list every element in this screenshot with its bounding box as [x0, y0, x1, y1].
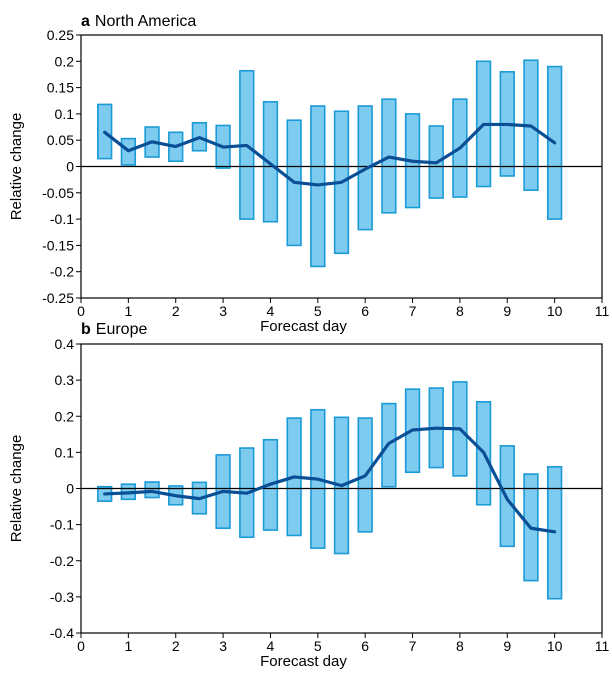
x-tick-label: 5: [314, 638, 322, 654]
y-tick-label: 0.2: [55, 53, 75, 69]
mean-change-line: [103, 426, 557, 534]
chart-panel-a: a North America 0 1 2 3 4 5 6 7 8 9 10 11 -0.25 -0.2 -0.…: [8, 13, 609, 335]
x-tick-label: 10: [547, 303, 563, 319]
x-tick-label: 6: [361, 303, 369, 319]
panel-letter: a: [81, 13, 90, 30]
y-tick-label: 0.25: [47, 27, 74, 43]
panel-title: a North America: [81, 13, 196, 30]
y-tick-label: -0.1: [50, 517, 74, 533]
x-tick-label: 9: [503, 638, 511, 654]
range-bars: [97, 381, 563, 600]
range-bar: [262, 101, 279, 223]
y-axis-title: Relative change: [8, 113, 25, 221]
x-tick-label: 7: [409, 303, 417, 319]
x-tick-label: 4: [267, 638, 275, 654]
x-tick-label: 5: [314, 303, 322, 319]
x-tick-label: 1: [124, 638, 132, 654]
x-tick-label: 6: [361, 638, 369, 654]
x-tick-label: 0: [77, 303, 85, 319]
y-axis-title: Relative change: [8, 435, 25, 543]
x-tick-label: 3: [219, 303, 227, 319]
chart-panel-b: b Europe 0 1 2 3 4 5 6 7 8 9 10 11 -0.4 -0.3 -0.2 -0.1 0 0.…: [8, 321, 609, 670]
y-tick-label: 0.1: [55, 106, 75, 122]
x-tick-label: 4: [267, 303, 275, 319]
y-tick-label: 0.3: [55, 372, 75, 388]
range-bar: [144, 481, 160, 499]
x-tick-label: 2: [172, 638, 180, 654]
x-tick-label: 7: [409, 638, 417, 654]
y-tick-label: -0.1: [50, 211, 74, 227]
x-tick-label: 9: [503, 303, 511, 319]
y-tick-label: 0: [66, 159, 74, 175]
x-tick-label: 11: [595, 303, 610, 319]
y-tick-label: -0.25: [42, 290, 74, 306]
y-tick-label: 0.05: [47, 132, 74, 148]
y-tick-label: 0.1: [55, 444, 75, 460]
y-tick-label: 0.4: [55, 336, 75, 352]
x-tick-label: 11: [595, 638, 610, 654]
panel-region-name: North America: [95, 13, 196, 30]
y-tick-label: -0.15: [42, 237, 74, 253]
y-tick-label: 0: [66, 481, 74, 497]
y-tick-label: -0.2: [50, 553, 74, 569]
y-tick-label: -0.4: [50, 625, 74, 641]
panel-letter: b: [81, 321, 91, 338]
y-tick-label: 0.15: [47, 80, 74, 96]
x-tick-label: 0: [77, 638, 85, 654]
range-bars: [97, 59, 563, 268]
mean-change-line: [103, 122, 557, 187]
panel-title: b Europe: [81, 321, 147, 338]
y-tick-label: -0.3: [50, 589, 74, 605]
x-tick-label: 8: [456, 303, 464, 319]
x-tick-label: 2: [172, 303, 180, 319]
panel-region-name: Europe: [96, 321, 148, 338]
x-tick-label: 1: [124, 303, 132, 319]
x-tick-label: 10: [547, 638, 563, 654]
x-axis-title: Forecast day: [260, 318, 347, 335]
y-tick-label: -0.05: [42, 185, 74, 201]
x-axis-title: Forecast day: [260, 653, 347, 670]
x-tick-label: 8: [456, 638, 464, 654]
y-tick-label: -0.2: [50, 264, 74, 280]
x-tick-label: 3: [219, 638, 227, 654]
y-tick-label: 0.2: [55, 408, 75, 424]
